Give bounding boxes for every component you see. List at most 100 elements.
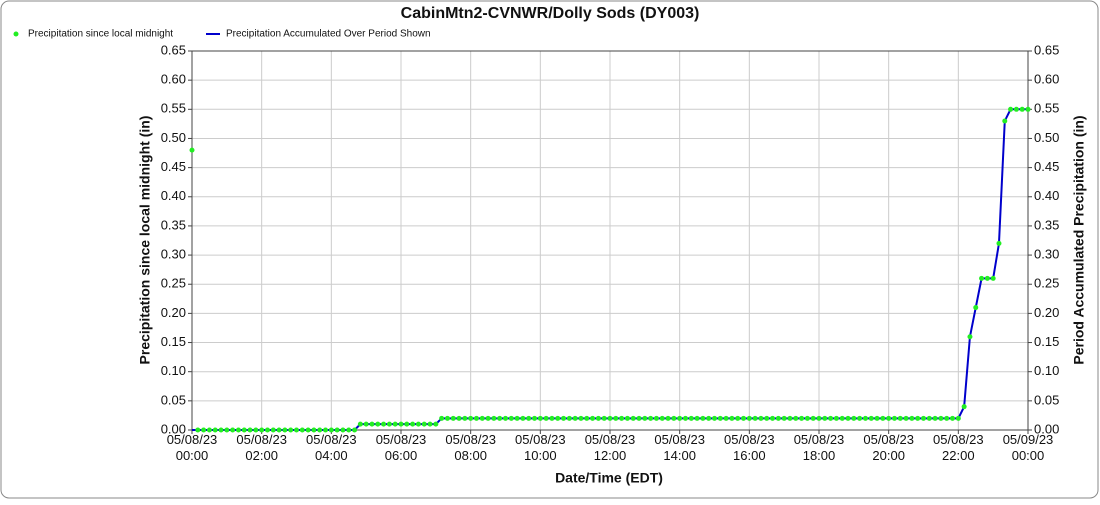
data-point [746,415,752,421]
data-point [880,415,886,421]
data-point [729,415,735,421]
x-tick-label: 05/08/23 14:00 [654,432,705,463]
x-tick-label: 05/08/23 00:00 [167,432,218,463]
data-point [613,415,619,421]
data-point [282,427,288,433]
data-point [682,415,688,421]
data-point [950,415,956,421]
data-point [543,415,549,421]
data-point [328,427,334,433]
data-point [433,421,439,427]
data-point [897,415,903,421]
data-point [375,421,381,427]
data-point [828,415,834,421]
data-point [305,427,311,433]
data-point [218,427,224,433]
data-point [450,415,456,421]
data-point [514,415,520,421]
data-point [566,415,572,421]
data-point [317,427,323,433]
data-point [386,421,392,427]
data-point [381,421,387,427]
data-point [851,415,857,421]
data-point [607,415,613,421]
y2-tick-label: 0.00 [1034,421,1059,436]
data-point [717,415,723,421]
x-tick-label: 05/08/23 02:00 [236,432,287,463]
x-tick-label: 05/08/23 06:00 [376,432,427,463]
y-tick-label: 0.10 [161,363,186,378]
data-point [990,275,996,281]
y-axis-label: Precipitation since local midnight (in) [137,116,153,365]
data-point [206,427,212,433]
legend-marker [13,31,19,37]
y2-tick-label: 0.25 [1034,276,1059,291]
y-tick-label: 0.50 [161,130,186,145]
data-point [520,415,526,421]
y-tick-label: 0.05 [161,392,186,407]
data-point [404,421,410,427]
data-point [491,415,497,421]
y-tick-label: 0.25 [161,276,186,291]
data-point [752,415,758,421]
data-point [253,427,259,433]
data-point [555,415,561,421]
data-point [845,415,851,421]
data-point [288,427,294,433]
data-point [549,415,555,421]
y-tick-label: 0.00 [161,421,186,436]
data-point [444,415,450,421]
data-point [584,415,590,421]
data-point [497,415,503,421]
y2-tick-label: 0.20 [1034,305,1059,320]
data-point [839,415,845,421]
data-point [241,427,247,433]
data-point [793,415,799,421]
data-point [921,415,926,421]
x-tick-label: 05/09/23 00:00 [1003,432,1054,463]
data-point [189,147,195,153]
data-point [961,404,967,410]
data-point [485,415,491,421]
data-point [561,415,567,421]
data-point [822,415,828,421]
data-point [932,415,938,421]
x-tick-label: 05/08/23 08:00 [445,432,496,463]
data-point [909,415,915,421]
y-tick-label: 0.20 [161,305,186,320]
data-point [212,427,218,433]
data-point [775,415,781,421]
data-point [1019,106,1025,112]
y2-tick-label: 0.50 [1034,130,1059,145]
data-point [874,415,880,421]
x-tick-label: 05/08/23 04:00 [306,432,357,463]
data-point [526,415,532,421]
data-point [636,415,642,421]
data-point [340,427,346,433]
data-point [1008,106,1014,112]
x-tick-label: 05/08/23 10:00 [515,432,566,463]
data-point [270,427,276,433]
data-point [323,427,329,433]
data-point [421,421,427,427]
data-point [619,415,625,421]
data-point [712,415,717,421]
data-point [659,415,665,421]
data-point [938,415,944,421]
data-point [624,415,630,421]
data-point [700,415,706,421]
y-tick-label: 0.60 [161,72,186,87]
x-tick-label: 05/08/23 12:00 [585,432,636,463]
data-point [810,415,816,421]
data-point [671,415,677,421]
data-point [294,427,299,433]
data-point [346,427,352,433]
y2-tick-label: 0.60 [1034,72,1059,87]
data-point [1025,106,1031,112]
data-point [665,415,671,421]
chart-title: CabinMtn2-CVNWR/Dolly Sods (DY003) [401,5,700,22]
data-point [741,415,747,421]
data-point [357,421,363,427]
